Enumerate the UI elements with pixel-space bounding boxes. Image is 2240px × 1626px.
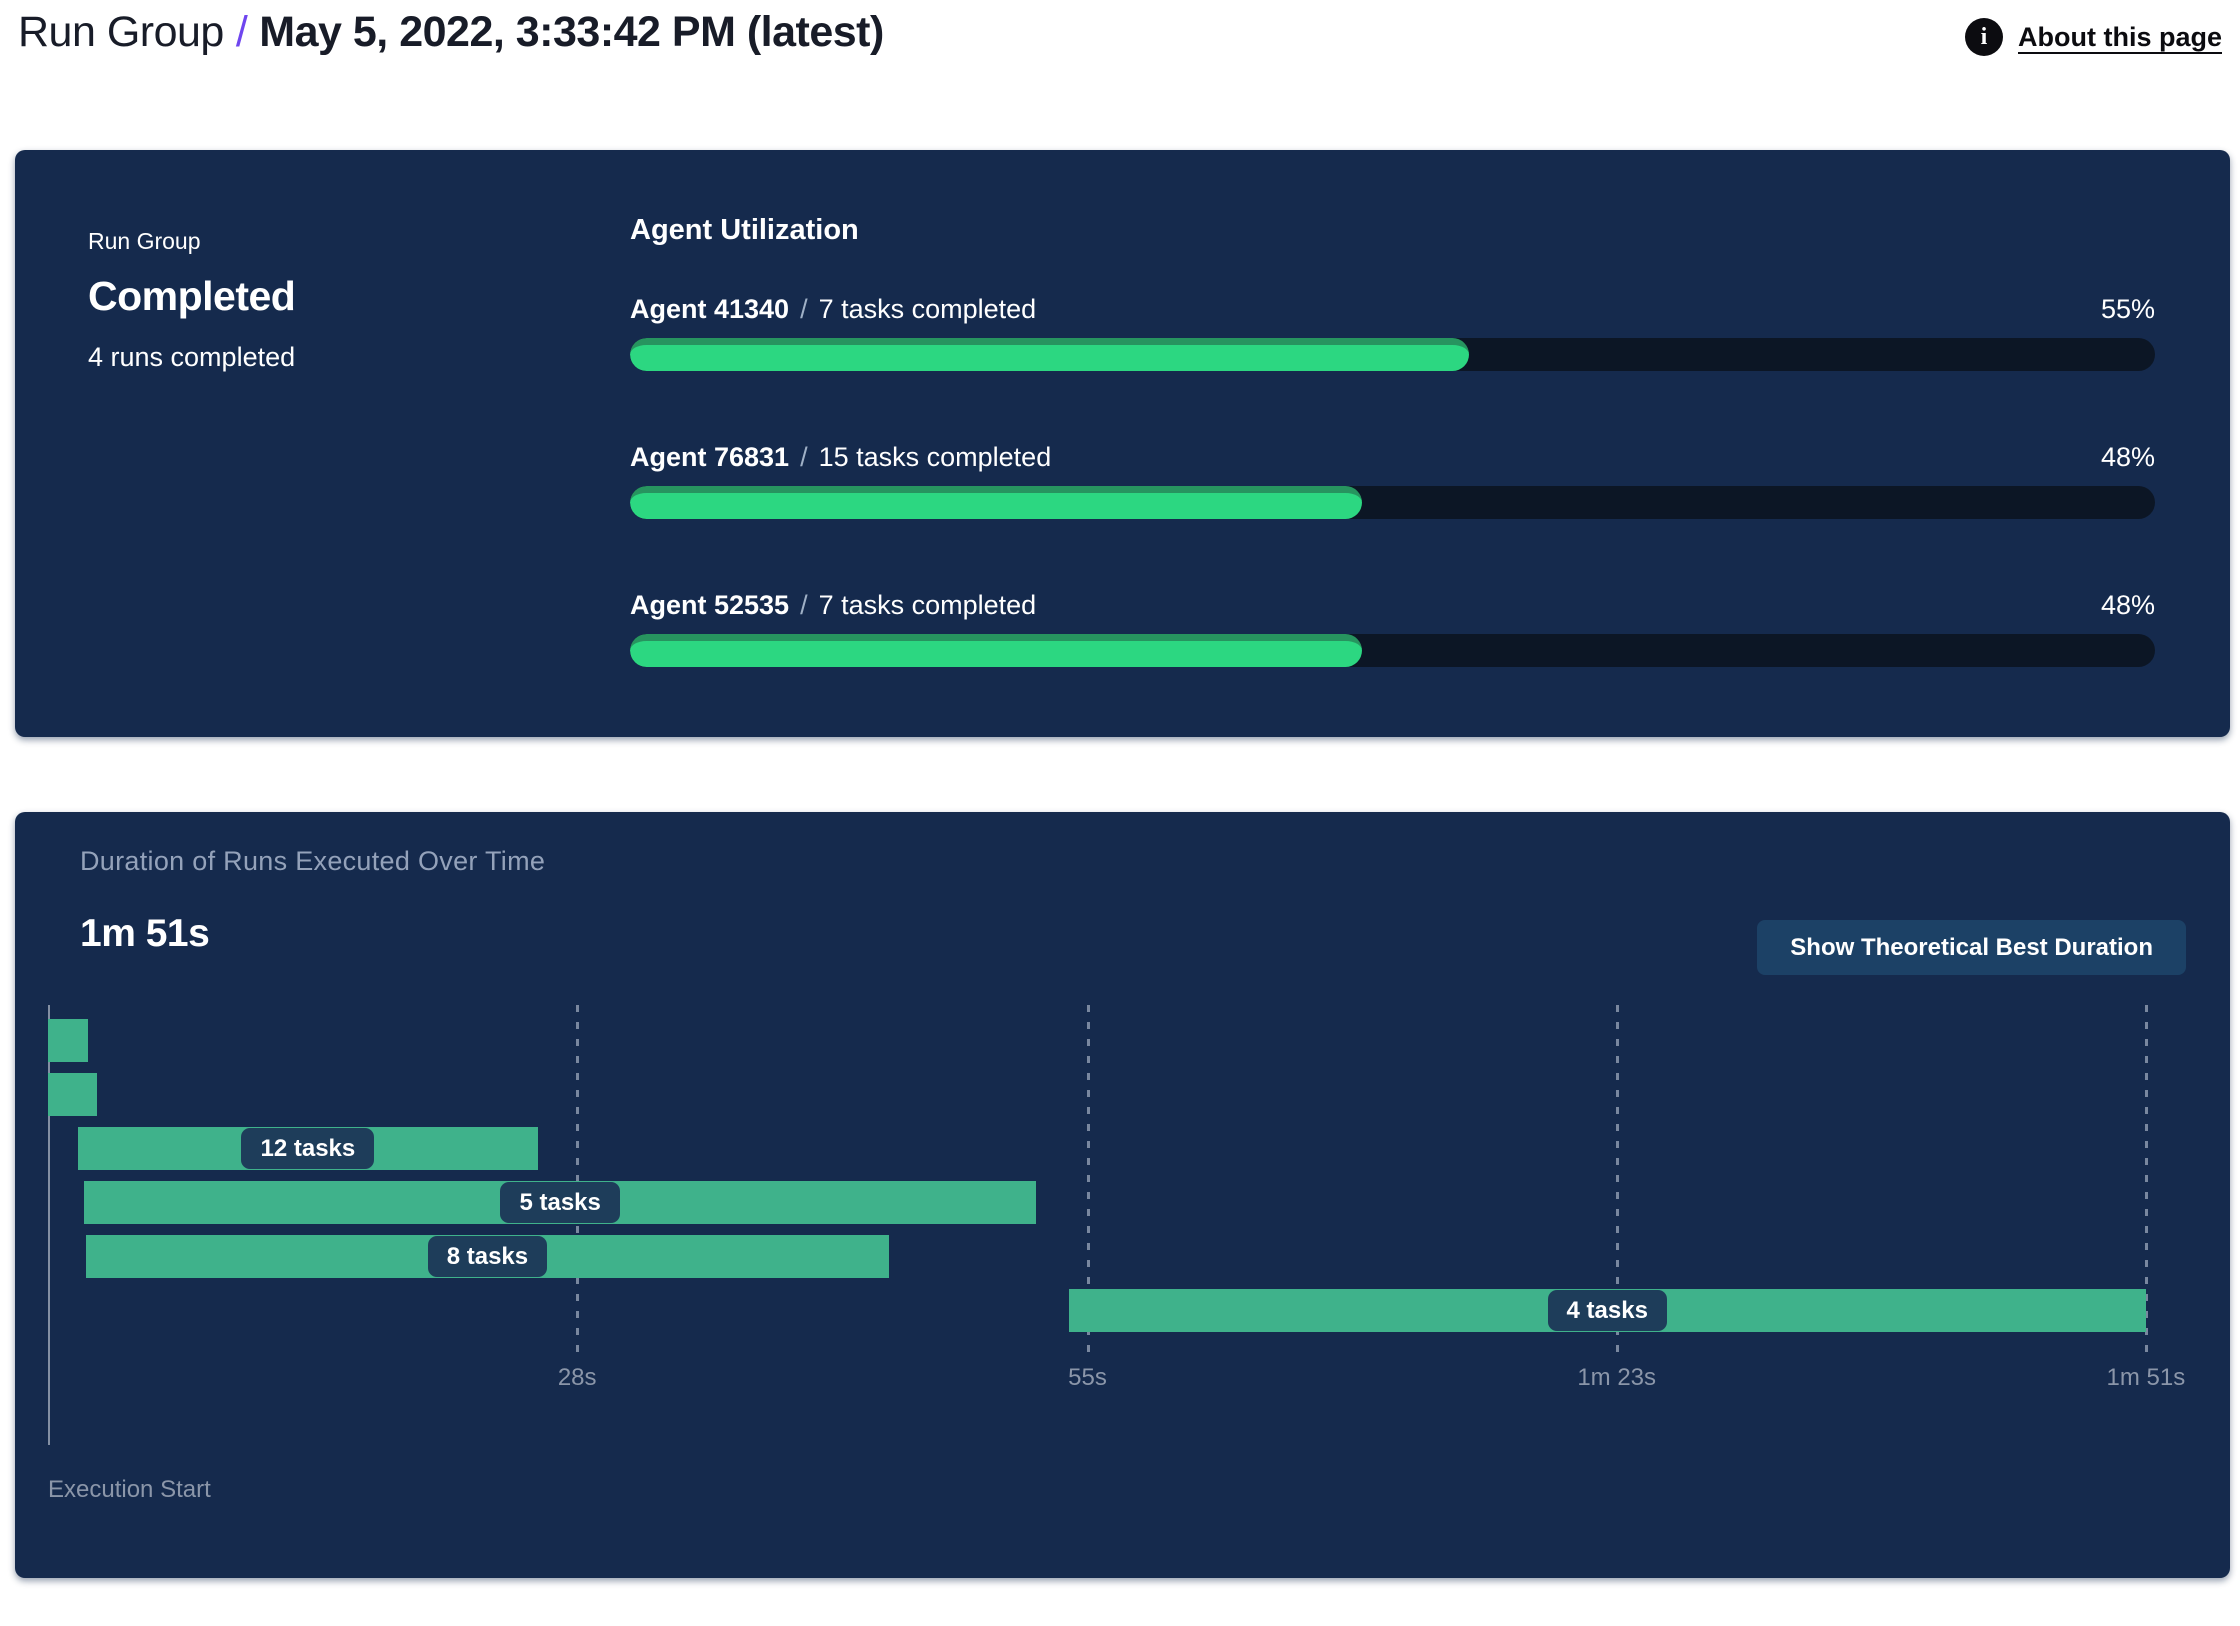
agent-utilization-title: Agent Utilization bbox=[630, 214, 859, 246]
agent-name: Agent 41340 bbox=[630, 294, 790, 324]
app-header: Run Group / May 5, 2022, 3:33:42 PM (lates… bbox=[18, 0, 2222, 95]
agent-progress-track bbox=[630, 634, 2155, 667]
breadcrumb-run-group: Run Group bbox=[18, 8, 224, 56]
agent-tasks-completed: 7 tasks completed bbox=[818, 590, 1037, 620]
info-icon: i bbox=[1965, 18, 2003, 56]
gantt-run-bar[interactable] bbox=[48, 1019, 88, 1062]
duration-chart-title: Duration of Runs Executed Over Time bbox=[80, 846, 546, 876]
run-group-status: Completed bbox=[88, 273, 296, 319]
breadcrumb-separator: / bbox=[235, 8, 248, 56]
agent-progress-fill bbox=[630, 634, 1362, 667]
gantt-gridline bbox=[1615, 1005, 1619, 1361]
page-title: May 5, 2022, 3:33:42 PM (latest) bbox=[259, 8, 884, 56]
agent-progress-track bbox=[630, 486, 2155, 519]
gantt-tick-label: 1m 51s bbox=[2106, 1364, 2186, 1391]
run-group-panel: Run Group Completed 4 runs completed Age… bbox=[15, 150, 2230, 737]
agent-row: Agent 52535 / 7 tasks completed 48% bbox=[630, 590, 2155, 667]
agent-tasks-completed: 7 tasks completed bbox=[818, 294, 1037, 324]
agent-utilization-section: Agent Utilization Agent 41340 / 7 tasks … bbox=[630, 214, 2155, 667]
agent-name: Agent 52535 bbox=[630, 590, 790, 620]
about-link-label: About this page bbox=[2018, 21, 2222, 52]
gantt-run-bar[interactable]: 4 tasks bbox=[1068, 1289, 2146, 1332]
agent-labelline: Agent 52535 / 7 tasks completed 48% bbox=[630, 590, 2155, 621]
agent-row: Agent 41340 / 7 tasks completed 55% bbox=[630, 294, 2155, 371]
agent-progress-track bbox=[630, 338, 2155, 371]
runs-completed-count: 4 runs completed bbox=[88, 342, 296, 372]
gantt-tick-label: 1m 23s bbox=[1577, 1364, 1657, 1391]
about-this-page-link[interactable]: i About this page bbox=[1965, 18, 2222, 56]
agent-row: Agent 76831 / 15 tasks completed 48% bbox=[630, 442, 2155, 519]
run-group-summary: Run Group Completed 4 runs completed bbox=[88, 228, 296, 373]
gantt-bar-task-count-label: 4 tasks bbox=[1547, 1289, 1667, 1332]
agent-labelline: Agent 76831 / 15 tasks completed 48% bbox=[630, 442, 2155, 473]
agent-utilization-percent: 48% bbox=[2100, 590, 2155, 620]
agent-separator: / bbox=[800, 442, 808, 472]
run-group-eyebrow: Run Group bbox=[88, 228, 201, 254]
agent-progress-fill bbox=[630, 486, 1362, 519]
agent-name: Agent 76831 bbox=[630, 442, 790, 472]
show-theoretical-best-duration-button[interactable]: Show Theoretical Best Duration bbox=[1757, 920, 2186, 975]
gantt-tick-label: 55s bbox=[1068, 1364, 1107, 1391]
gantt-run-bar[interactable]: 5 tasks bbox=[83, 1181, 1037, 1224]
agent-labelline: Agent 41340 / 7 tasks completed 55% bbox=[630, 294, 2155, 325]
gantt-run-bar[interactable]: 12 tasks bbox=[78, 1127, 538, 1170]
gantt-bar-task-count-label: 8 tasks bbox=[427, 1235, 548, 1278]
gantt-gridline bbox=[1086, 1005, 1090, 1361]
gantt-gridline bbox=[2144, 1005, 2148, 1361]
gantt-run-bar[interactable] bbox=[48, 1073, 98, 1116]
duration-gantt-chart: Execution Start 28s 55s 1m 23s 1m 51s 12 tas… bbox=[15, 812, 2230, 1578]
gantt-tick-label: 28s bbox=[557, 1364, 597, 1391]
agent-utilization-percent: 55% bbox=[2100, 294, 2155, 324]
agent-utilization-percent: 48% bbox=[2100, 442, 2155, 472]
agent-separator: / bbox=[800, 294, 808, 324]
breadcrumb: Run Group / May 5, 2022, 3:33:42 PM (lates… bbox=[18, 8, 884, 57]
agent-separator: / bbox=[800, 590, 808, 620]
gantt-bar-task-count-label: 5 tasks bbox=[500, 1181, 620, 1224]
total-duration-value: 1m 51s bbox=[80, 912, 210, 955]
agent-tasks-completed: 15 tasks completed bbox=[818, 442, 1052, 472]
agent-progress-fill bbox=[630, 338, 1469, 371]
gantt-run-bar[interactable]: 8 tasks bbox=[85, 1235, 890, 1278]
execution-start-label: Execution Start bbox=[48, 1476, 211, 1503]
gantt-bar-task-count-label: 12 tasks bbox=[241, 1127, 375, 1170]
execution-start-axis-line bbox=[48, 1005, 50, 1445]
duration-panel: Duration of Runs Executed Over Time 1m 5… bbox=[15, 812, 2230, 1578]
